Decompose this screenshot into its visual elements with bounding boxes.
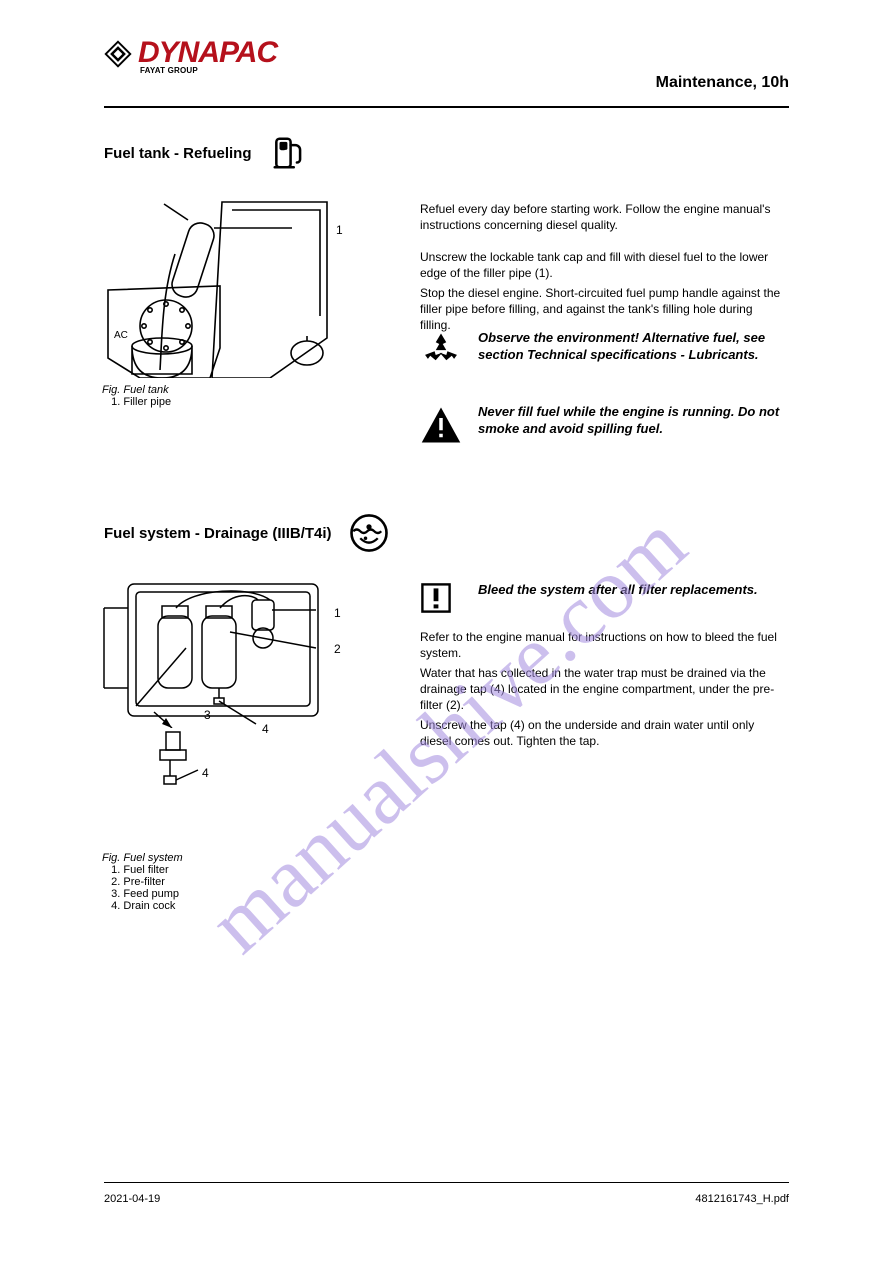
figure1-callout-1: 1 [336, 223, 343, 237]
figure1-caption-items: 1. Filler pipe [102, 396, 171, 408]
brand-diamond-icon [104, 40, 132, 68]
figure2-callout-1: 1 [334, 606, 341, 620]
refuel-warning-text: Never fill fuel while the engine is runn… [478, 404, 788, 438]
footer-filename: 4812161743_H.pdf [695, 1193, 789, 1205]
brand-subline: FAYAT GROUP [140, 66, 277, 75]
figure2-callout-4a: 4 [262, 722, 269, 736]
figure-drain-detail [140, 730, 206, 792]
recycle-icon [420, 330, 462, 377]
svg-text:D: D [281, 144, 286, 151]
svg-text:AC: AC [114, 330, 128, 341]
page-title: Maintenance, 10h [656, 74, 789, 92]
refuel-p1: Refuel every day before starting work. F… [420, 202, 782, 234]
figure2-caption-label: Fig. Fuel system [102, 852, 183, 864]
drain-caution-text: Bleed the system after all filter replac… [478, 582, 758, 599]
brand-block: DYNAPAC FAYAT GROUP [104, 40, 789, 75]
section-drain-title: Fuel system - Drainage (IIIB/T4i) [104, 525, 332, 542]
header-rule [104, 106, 789, 108]
water-separator-icon [348, 512, 390, 554]
caution-icon [420, 582, 462, 619]
warning-icon [420, 404, 462, 451]
footer-date: 2021-04-19 [104, 1193, 160, 1205]
brand-wordmark: DYNAPAC [138, 40, 277, 66]
figure1-caption-label: Fig. Fuel tank [102, 384, 169, 396]
drain-p3: Unscrew the tap (4) on the underside and… [420, 718, 782, 750]
drain-p2: Water that has collected in the water tr… [420, 666, 782, 713]
figure-fuel-tank: AC 1 Fig. Fuel tank 1. Filler pipe [102, 198, 332, 408]
refuel-recycle-text: Observe the environment! Alternative fue… [478, 330, 788, 364]
refuel-recycle-block: Observe the environment! Alternative fue… [420, 330, 788, 377]
footer-rule [104, 1182, 789, 1184]
brand-text-block: DYNAPAC FAYAT GROUP [138, 40, 277, 75]
figure2-callout-4b: 4 [202, 766, 209, 780]
fuel-pump-icon: D [268, 132, 310, 174]
figure1-caption: Fig. Fuel tank 1. Filler pipe [102, 384, 332, 408]
figure-fuel-system: 1 2 3 4 4 Fig. Fuel system 1. Fuel filte… [102, 578, 327, 912]
page-header: DYNAPAC FAYAT GROUP Maintenance, 10h [104, 40, 789, 75]
figure2-callout-2: 2 [334, 642, 341, 656]
figure2-caption-items: 1. Fuel filter 2. Pre-filter 3. Feed pum… [102, 864, 179, 912]
figure-fuel-system-art [102, 578, 327, 728]
section-refuel-title: Fuel tank - Refueling [104, 145, 252, 162]
drain-caution-block: Bleed the system after all filter replac… [420, 582, 788, 619]
figure-fuel-tank-art: AC [102, 198, 332, 378]
refuel-p3: Stop the diesel engine. Short-circuited … [420, 286, 782, 333]
figure2-caption: Fig. Fuel system 1. Fuel filter 2. Pre-f… [102, 852, 327, 912]
section-refuel-heading: Fuel tank - Refueling D [104, 132, 310, 174]
drain-p1: Refer to the engine manual for instructi… [420, 630, 782, 662]
refuel-p2: Unscrew the lockable tank cap and fill w… [420, 250, 782, 282]
section-drain-heading: Fuel system - Drainage (IIIB/T4i) [104, 512, 390, 554]
refuel-warning-block: Never fill fuel while the engine is runn… [420, 404, 788, 451]
figure2-callout-3: 3 [204, 708, 211, 722]
